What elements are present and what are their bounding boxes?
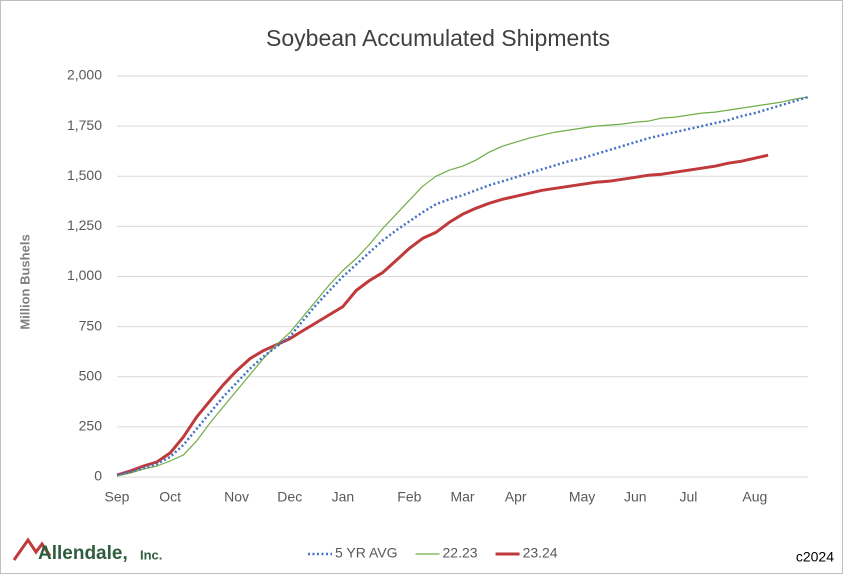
legend-label: 22.23 (443, 545, 478, 561)
copyright: c2024 (796, 549, 834, 565)
logo: Allendale, Inc. (12, 537, 162, 564)
x-tick-label: Feb (397, 489, 421, 505)
y-tick-label: 1,500 (67, 167, 102, 183)
chart-title: Soybean Accumulated Shipments (266, 25, 610, 51)
y-tick-label: 1,750 (67, 117, 102, 133)
x-tick-label: Jul (679, 489, 697, 505)
logo-mark (12, 537, 52, 561)
y-tick-label: 2,000 (67, 67, 102, 83)
x-tick-label: Jun (624, 489, 647, 505)
y-axis-label: Million Bushels (17, 234, 32, 329)
x-tick-label: Oct (159, 489, 181, 505)
legend-label: 5 YR AVG (335, 545, 398, 561)
x-tick-label: Apr (505, 489, 527, 505)
y-tick-label: 500 (79, 367, 103, 383)
x-tick-label: Aug (742, 489, 767, 505)
x-tick-label: Jan (332, 489, 355, 505)
logo-suffix: Inc. (140, 547, 162, 562)
x-tick-label: May (569, 489, 595, 505)
x-tick-label: Nov (224, 489, 249, 505)
legend-label: 23.24 (523, 545, 558, 561)
series-line (116, 96, 809, 477)
series-line (116, 95, 809, 477)
y-tick-label: 1,000 (67, 267, 102, 283)
logo-text: Allendale, (38, 543, 128, 564)
x-tick-label: Dec (277, 489, 302, 505)
y-tick-label: 1,250 (67, 217, 102, 233)
y-tick-label: 0 (94, 468, 102, 484)
x-tick-label: Mar (450, 489, 474, 505)
x-tick-label: Sep (105, 489, 130, 505)
series-line (116, 153, 769, 477)
y-tick-label: 750 (79, 317, 103, 333)
y-tick-label: 250 (79, 418, 103, 434)
